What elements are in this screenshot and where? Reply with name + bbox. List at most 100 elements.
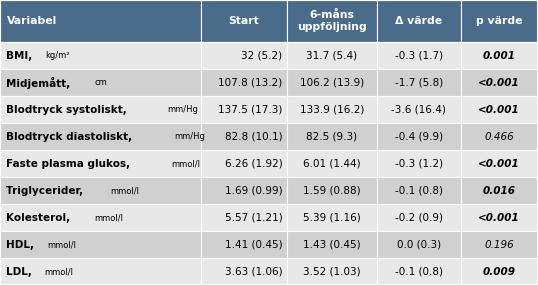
Bar	[0, 42, 201, 69]
Text: -1.7 (5.8): -1.7 (5.8)	[395, 78, 443, 88]
Text: Faste plasma glukos,: Faste plasma glukos,	[6, 158, 134, 169]
Bar	[461, 258, 538, 285]
Text: Blodtryck diastoliskt,: Blodtryck diastoliskt,	[6, 132, 136, 142]
Text: 133.9 (16.2): 133.9 (16.2)	[300, 105, 364, 115]
Text: 31.7 (5.4): 31.7 (5.4)	[306, 51, 358, 61]
Bar	[461, 96, 538, 123]
Bar	[201, 204, 287, 231]
Text: <0.001: <0.001	[478, 78, 520, 88]
Bar	[461, 123, 538, 150]
Text: Midjemått,: Midjemått,	[6, 77, 74, 89]
Text: -0.1 (0.8): -0.1 (0.8)	[395, 186, 443, 196]
Bar	[0, 177, 201, 204]
Text: 82.5 (9.3): 82.5 (9.3)	[306, 132, 358, 142]
Bar	[287, 42, 377, 69]
Text: mm/Hg: mm/Hg	[174, 132, 205, 141]
Text: -0.1 (0.8): -0.1 (0.8)	[395, 266, 443, 276]
Text: 107.8 (13.2): 107.8 (13.2)	[218, 78, 282, 88]
Text: 32 (5.2): 32 (5.2)	[242, 51, 282, 61]
Text: p värde: p värde	[476, 16, 522, 26]
Bar	[0, 96, 201, 123]
Bar	[0, 123, 201, 150]
Text: Blodtryck systoliskt,: Blodtryck systoliskt,	[6, 105, 131, 115]
Text: -0.3 (1.2): -0.3 (1.2)	[395, 158, 443, 169]
Bar	[461, 150, 538, 177]
Bar	[287, 177, 377, 204]
Text: -3.6 (16.4): -3.6 (16.4)	[392, 105, 446, 115]
Text: 0.196: 0.196	[484, 239, 514, 250]
Text: 6.01 (1.44): 6.01 (1.44)	[303, 158, 361, 169]
Text: Start: Start	[228, 16, 259, 26]
Text: 5.57 (1.21): 5.57 (1.21)	[225, 213, 282, 223]
Text: mmol/l: mmol/l	[171, 159, 200, 168]
Text: 6-måns
uppföljning: 6-måns uppföljning	[297, 10, 367, 32]
Bar	[201, 231, 287, 258]
Bar	[461, 204, 538, 231]
Text: 0.016: 0.016	[483, 186, 516, 196]
Bar	[287, 204, 377, 231]
Bar	[377, 123, 461, 150]
Text: 1.69 (0.99): 1.69 (0.99)	[225, 186, 282, 196]
Bar	[201, 42, 287, 69]
Text: 0.009: 0.009	[483, 266, 516, 276]
Bar	[287, 69, 377, 96]
Text: mmol/l: mmol/l	[47, 240, 76, 249]
Bar	[461, 0, 538, 42]
Bar	[377, 0, 461, 42]
Text: BMI,: BMI,	[6, 51, 37, 61]
Text: 6.26 (1.92): 6.26 (1.92)	[225, 158, 282, 169]
Text: kg/m²: kg/m²	[45, 51, 69, 60]
Bar	[377, 96, 461, 123]
Bar	[461, 42, 538, 69]
Text: 3.52 (1.03): 3.52 (1.03)	[303, 266, 361, 276]
Bar	[461, 69, 538, 96]
Bar	[201, 96, 287, 123]
Bar	[201, 69, 287, 96]
Text: 0.466: 0.466	[484, 132, 514, 142]
Text: Triglycerider,: Triglycerider,	[6, 186, 87, 196]
Bar	[377, 42, 461, 69]
Bar	[287, 258, 377, 285]
Text: 137.5 (17.3): 137.5 (17.3)	[218, 105, 282, 115]
Text: <0.001: <0.001	[478, 213, 520, 223]
Text: LDL,: LDL,	[6, 266, 36, 276]
Text: 5.39 (1.16): 5.39 (1.16)	[303, 213, 361, 223]
Bar	[377, 258, 461, 285]
Text: Variabel: Variabel	[6, 16, 56, 26]
Text: 1.41 (0.45): 1.41 (0.45)	[225, 239, 282, 250]
Text: -0.4 (9.9): -0.4 (9.9)	[395, 132, 443, 142]
Bar	[201, 123, 287, 150]
Text: mm/Hg: mm/Hg	[167, 105, 198, 114]
Text: Kolesterol,: Kolesterol,	[6, 213, 74, 223]
Bar	[201, 177, 287, 204]
Bar	[201, 0, 287, 42]
Bar	[287, 96, 377, 123]
Text: 1.59 (0.88): 1.59 (0.88)	[303, 186, 361, 196]
Bar	[0, 69, 201, 96]
Bar	[287, 231, 377, 258]
Bar	[0, 231, 201, 258]
Text: Δ värde: Δ värde	[395, 16, 442, 26]
Text: -0.3 (1.7): -0.3 (1.7)	[395, 51, 443, 61]
Bar	[287, 123, 377, 150]
Bar	[0, 0, 201, 42]
Bar	[0, 150, 201, 177]
Text: 3.63 (1.06): 3.63 (1.06)	[225, 266, 282, 276]
Text: HDL,: HDL,	[6, 239, 38, 250]
Text: 106.2 (13.9): 106.2 (13.9)	[300, 78, 364, 88]
Text: mmol/l: mmol/l	[111, 186, 140, 195]
Bar	[377, 69, 461, 96]
Bar	[461, 177, 538, 204]
Bar	[0, 204, 201, 231]
Bar	[377, 231, 461, 258]
Bar	[377, 204, 461, 231]
Bar	[287, 150, 377, 177]
Text: cm: cm	[94, 78, 107, 87]
Text: mmol/l: mmol/l	[45, 267, 74, 276]
Bar	[461, 231, 538, 258]
Bar	[201, 258, 287, 285]
Bar	[201, 150, 287, 177]
Bar	[377, 150, 461, 177]
Text: -0.2 (0.9): -0.2 (0.9)	[395, 213, 443, 223]
Text: <0.001: <0.001	[478, 105, 520, 115]
